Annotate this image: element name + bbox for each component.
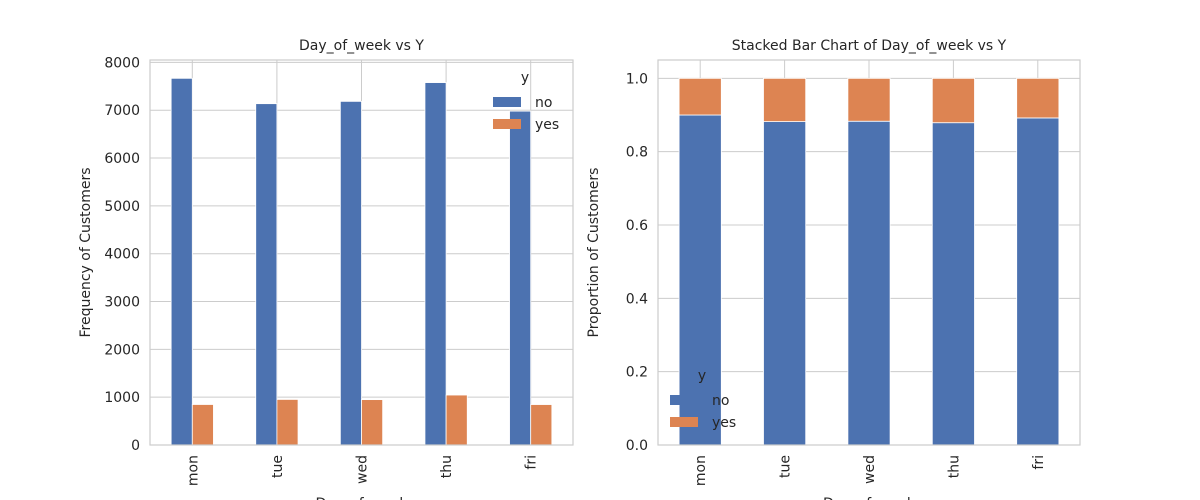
plot-frame xyxy=(149,59,574,446)
x-tick-label: thu xyxy=(946,455,962,478)
bar xyxy=(445,394,468,446)
legend-swatch xyxy=(670,395,698,405)
y-axis-label: Frequency of Customers xyxy=(78,167,94,337)
bar xyxy=(339,100,362,446)
y-tick-label: 7000 xyxy=(104,103,140,119)
legend-swatch xyxy=(670,417,698,427)
y-tick-label: 0.8 xyxy=(626,145,648,161)
x-tick-label: thu xyxy=(439,455,455,478)
x-tick-label: wed xyxy=(862,455,878,484)
x-tick-label: tue xyxy=(778,455,794,478)
bar xyxy=(276,399,299,446)
legend-label: no xyxy=(712,393,729,409)
y-tick-label: 0 xyxy=(131,438,140,454)
bar-segment xyxy=(763,121,807,446)
bar xyxy=(191,404,214,446)
bar-segment xyxy=(678,77,722,116)
legend-title: y xyxy=(521,70,529,86)
bar xyxy=(255,103,278,446)
legend-label: yes xyxy=(712,415,736,431)
y-tick-label: 1000 xyxy=(104,390,140,406)
legend-swatch xyxy=(493,119,521,129)
bar xyxy=(424,82,447,446)
legend-title: y xyxy=(698,368,706,384)
y-tick-label: 2000 xyxy=(104,342,140,358)
legend-label: yes xyxy=(535,117,559,133)
bar-segment xyxy=(763,77,807,123)
bar xyxy=(530,404,553,446)
bar xyxy=(170,77,193,446)
y-tick-label: 0.0 xyxy=(626,438,648,454)
x-tick-label: mon xyxy=(185,455,201,486)
y-tick-label: 6000 xyxy=(104,151,140,167)
legend-label: no xyxy=(535,95,552,111)
legend-swatch xyxy=(493,97,521,107)
y-tick-label: 5000 xyxy=(104,199,140,215)
x-tick-label: fri xyxy=(1031,455,1047,470)
bar-segment xyxy=(1016,77,1060,119)
y-tick-label: 1.0 xyxy=(626,71,648,87)
bar-segment xyxy=(931,122,975,446)
bar xyxy=(361,399,384,446)
y-tick-label: 0.2 xyxy=(626,365,648,381)
x-tick-label: mon xyxy=(693,455,709,486)
y-tick-label: 3000 xyxy=(104,295,140,311)
bar xyxy=(509,110,532,446)
x-axis-label: Day_of_week xyxy=(316,496,409,500)
x-axis-label: Day_of_week xyxy=(823,496,916,500)
y-tick-label: 0.4 xyxy=(626,291,648,307)
x-tick-label: fri xyxy=(524,455,540,470)
chart-title: Stacked Bar Chart of Day_of_week vs Y xyxy=(732,38,1007,54)
x-tick-label: wed xyxy=(355,455,371,484)
y-tick-label: 8000 xyxy=(104,55,140,71)
bar-segment xyxy=(931,77,975,124)
chart-title: Day_of_week vs Y xyxy=(299,38,424,54)
y-tick-label: 0.6 xyxy=(626,218,648,234)
y-tick-label: 4000 xyxy=(104,247,140,263)
plot-frame xyxy=(657,59,1081,446)
bar-segment xyxy=(1016,117,1060,446)
y-axis-label: Proportion of Customers xyxy=(586,168,602,338)
bar-segment xyxy=(847,120,891,446)
x-tick-label: tue xyxy=(270,455,286,478)
bar-segment xyxy=(847,77,891,122)
